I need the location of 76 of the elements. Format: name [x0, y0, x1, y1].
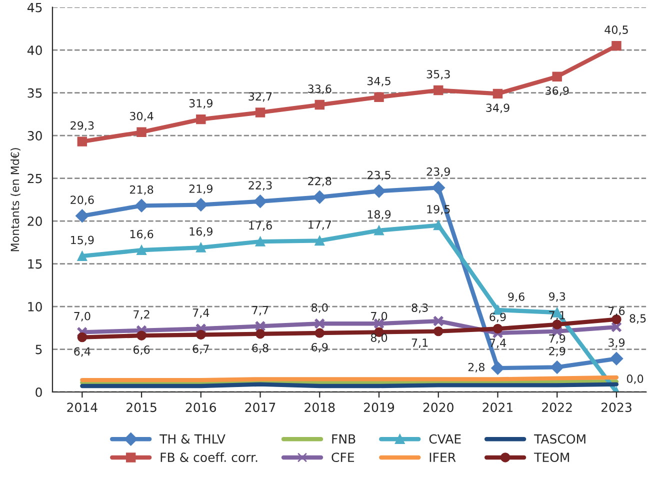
- x-tick-label: 2015: [126, 402, 156, 412]
- legend-label: FB & coeff. corr.: [160, 452, 258, 462]
- data-label: 22,3: [248, 181, 272, 191]
- legend-label: TASCOM: [534, 434, 586, 444]
- data-label: 20,6: [70, 196, 94, 206]
- data-label: 15,9: [71, 236, 94, 246]
- x-tick-label: 2018: [304, 402, 335, 412]
- x-tick-label: 2023: [601, 402, 632, 412]
- data-label: 3,9: [608, 338, 625, 348]
- data-label: 6,4: [74, 347, 90, 357]
- data-label: 8,3: [412, 304, 428, 314]
- x-tick-label: 2022: [542, 402, 572, 412]
- data-label: 6,6: [133, 346, 150, 356]
- data-label: 32,7: [248, 92, 272, 102]
- x-tick-label: 2020: [423, 402, 454, 412]
- data-label: 17,7: [308, 220, 332, 230]
- data-label: 9,6: [508, 292, 524, 302]
- data-label: 2,8: [468, 362, 484, 372]
- y-tick-label: 40: [27, 46, 42, 56]
- x-tick-label: 2014: [67, 402, 98, 412]
- data-label: 7,9: [549, 334, 566, 344]
- data-label: 30,4: [130, 112, 154, 122]
- legend-label: FNB: [332, 434, 356, 444]
- data-label: 9,3: [548, 292, 566, 302]
- data-label: 6,9: [490, 312, 506, 322]
- x-tick-label: 2016: [186, 402, 216, 412]
- data-label: 17,6: [249, 221, 272, 231]
- data-label: 8,5: [630, 314, 646, 324]
- y-tick-label: 0: [36, 387, 42, 397]
- data-label: 7,6: [608, 306, 625, 316]
- data-label: 33,6: [308, 84, 332, 94]
- x-tick-label: 2021: [482, 402, 512, 412]
- data-label: 7,1: [412, 338, 428, 348]
- data-label: 7,4: [192, 308, 210, 318]
- legend-label: TEOM: [534, 452, 569, 462]
- data-label: 35,3: [426, 70, 450, 80]
- data-label: 36,9: [546, 86, 569, 96]
- y-tick-label: 15: [28, 259, 42, 269]
- y-axis-title: Montants (en Md€): [10, 148, 20, 252]
- data-label: 34,5: [367, 76, 390, 86]
- data-label: 31,9: [189, 99, 212, 109]
- data-label: 6,9: [312, 342, 328, 352]
- data-label: 6,7: [192, 344, 209, 354]
- data-label: 0,0: [626, 374, 644, 384]
- data-label: 21,9: [189, 184, 212, 194]
- x-tick-label: 2019: [364, 402, 394, 412]
- data-label: 22,8: [308, 176, 332, 186]
- y-tick-label: 35: [28, 88, 42, 98]
- legend-label: CFE: [332, 452, 354, 462]
- data-label: 7,0: [371, 312, 388, 322]
- data-label: 8,0: [312, 303, 328, 313]
- data-label: 7,0: [74, 312, 90, 322]
- data-label: 21,8: [130, 185, 154, 195]
- data-label: 2,9: [549, 346, 566, 356]
- y-tick-label: 25: [28, 174, 42, 184]
- y-tick-label: 20: [28, 216, 42, 226]
- y-tick-label: 10: [28, 302, 42, 312]
- data-label: 7,2: [134, 310, 150, 320]
- data-label: 16,6: [130, 230, 154, 240]
- y-tick-label: 30: [28, 131, 42, 140]
- legend-label: CVAE: [429, 434, 461, 444]
- data-label: 8,0: [370, 334, 388, 344]
- data-label: 16,9: [190, 227, 212, 237]
- data-label: 6,8: [252, 344, 268, 354]
- data-label: 23,9: [426, 167, 450, 177]
- legend-label: TH & THLV: [160, 434, 226, 444]
- data-label: 34,9: [486, 104, 510, 114]
- data-label: 40,5: [604, 26, 628, 36]
- legend-label: IFER: [430, 452, 456, 462]
- y-tick-label: 5: [36, 344, 42, 354]
- y-tick-label: 45: [27, 2, 42, 12]
- data-label: 7,7: [252, 306, 268, 316]
- data-label: 29,3: [70, 121, 94, 131]
- data-label: 23,5: [367, 170, 390, 180]
- x-tick-label: 2017: [245, 402, 276, 412]
- data-label: 18,9: [368, 210, 391, 220]
